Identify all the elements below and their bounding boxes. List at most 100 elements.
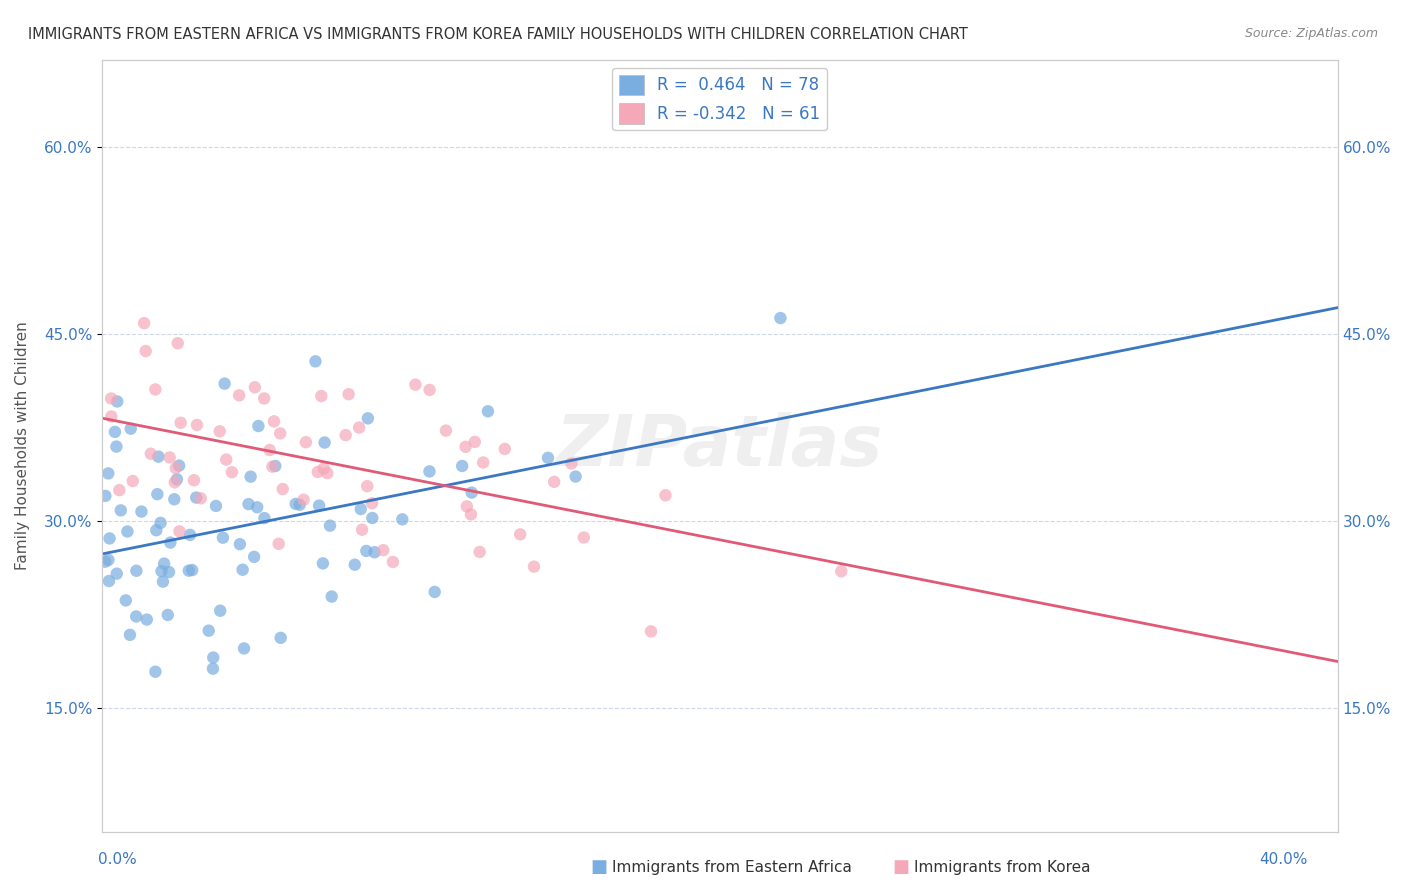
Point	[105, 440, 128, 454]
Text: ■: ■	[893, 858, 910, 876]
Point	[373, 543, 395, 558]
Point	[267, 537, 290, 551]
Point	[391, 512, 413, 526]
Point	[97, 553, 120, 567]
Point	[357, 411, 380, 425]
Point	[307, 465, 329, 479]
Point	[259, 443, 281, 458]
Point	[468, 545, 491, 559]
Point	[221, 465, 243, 479]
Point	[156, 607, 179, 622]
Point	[190, 491, 212, 506]
Point	[343, 558, 366, 572]
Point	[215, 452, 238, 467]
Point	[314, 435, 336, 450]
Point	[269, 426, 291, 441]
Point	[284, 497, 307, 511]
Point	[356, 479, 378, 493]
Point	[363, 545, 385, 559]
Point	[179, 528, 201, 542]
Point	[149, 516, 172, 530]
Point	[316, 466, 339, 480]
Point	[135, 613, 157, 627]
Text: 40.0%: 40.0%	[1260, 852, 1308, 867]
Point	[271, 482, 294, 496]
Point	[114, 593, 136, 607]
Point	[253, 511, 276, 525]
Point	[472, 455, 495, 469]
Point	[312, 461, 335, 475]
Point	[108, 483, 131, 497]
Point	[202, 650, 225, 665]
Point	[523, 559, 546, 574]
Point	[537, 450, 560, 465]
Point	[262, 459, 284, 474]
Point	[456, 500, 478, 514]
Legend: R =  0.464   N = 78, R = -0.342   N = 61: R = 0.464 N = 78, R = -0.342 N = 61	[613, 68, 827, 130]
Point	[509, 527, 531, 541]
Point	[381, 555, 404, 569]
Point	[167, 458, 190, 473]
Point	[152, 574, 174, 589]
Point	[477, 404, 499, 418]
Point	[560, 457, 582, 471]
Point	[125, 609, 148, 624]
Point	[143, 383, 166, 397]
Point	[139, 447, 162, 461]
Point	[321, 590, 343, 604]
Text: Immigrants from Korea: Immigrants from Korea	[914, 860, 1091, 874]
Point	[186, 417, 208, 432]
Point	[135, 344, 157, 359]
Point	[148, 450, 170, 464]
Point	[337, 387, 360, 401]
Point	[243, 380, 266, 394]
Text: Immigrants from Eastern Africa: Immigrants from Eastern Africa	[612, 860, 852, 874]
Point	[97, 574, 120, 588]
Point	[830, 564, 852, 578]
Point	[308, 499, 330, 513]
Point	[247, 419, 270, 434]
Point	[460, 485, 482, 500]
Point	[146, 487, 169, 501]
Point	[209, 604, 232, 618]
Point	[347, 420, 370, 434]
Y-axis label: Family Households with Children: Family Households with Children	[15, 322, 30, 570]
Point	[163, 492, 186, 507]
Point	[166, 336, 188, 351]
Point	[186, 491, 208, 505]
Point	[246, 500, 269, 515]
Point	[319, 518, 342, 533]
Point	[295, 435, 318, 450]
Point	[212, 531, 235, 545]
Point	[312, 557, 335, 571]
Point	[270, 631, 292, 645]
Point	[145, 523, 167, 537]
Point	[311, 389, 333, 403]
Point	[117, 524, 139, 539]
Point	[434, 424, 457, 438]
Point	[418, 464, 440, 478]
Point	[201, 662, 224, 676]
Point	[183, 473, 205, 487]
Point	[356, 544, 378, 558]
Point	[423, 585, 446, 599]
Point	[292, 492, 315, 507]
Point	[197, 624, 219, 638]
Point	[572, 531, 595, 545]
Text: IMMIGRANTS FROM EASTERN AFRICA VS IMMIGRANTS FROM KOREA FAMILY HOUSEHOLDS WITH C: IMMIGRANTS FROM EASTERN AFRICA VS IMMIGR…	[28, 27, 967, 42]
Point	[118, 628, 141, 642]
Point	[460, 508, 482, 522]
Point	[153, 557, 176, 571]
Point	[769, 311, 792, 326]
Point	[335, 428, 357, 442]
Point	[134, 316, 156, 330]
Point	[451, 458, 474, 473]
Point	[263, 414, 285, 428]
Point	[205, 499, 228, 513]
Point	[419, 383, 441, 397]
Point	[105, 394, 128, 409]
Point	[110, 503, 132, 517]
Point	[94, 555, 117, 569]
Point	[361, 496, 384, 510]
Point	[150, 564, 173, 578]
